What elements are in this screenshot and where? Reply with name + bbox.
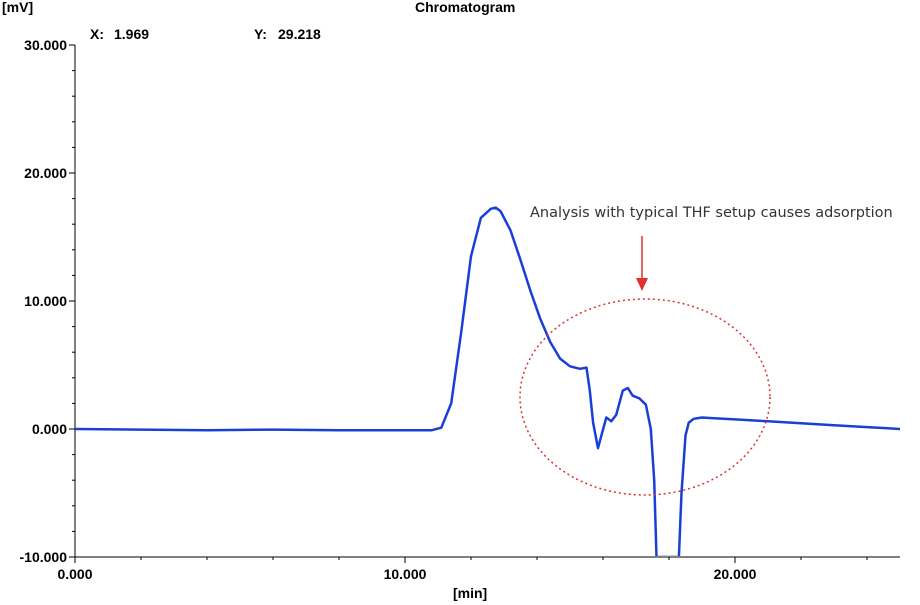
- y-tick-label: 20.000: [24, 165, 67, 181]
- chart-axes: [74, 45, 900, 558]
- cursor-x-label: X:: [90, 26, 104, 42]
- chart-title: Chromatogram: [415, 0, 516, 15]
- cursor-y-label: Y:: [254, 26, 267, 42]
- annotation-group: Analysis with typical THF setup causes a…: [519, 205, 893, 496]
- cursor-x-value: 1.969: [114, 26, 150, 42]
- y-tick-label: 30.000: [24, 37, 67, 53]
- annotation-text: Analysis with typical THF setup causes a…: [530, 205, 893, 221]
- adsorption-region-ellipse: [519, 298, 771, 496]
- series-line-0: [75, 206, 901, 556]
- x-axis-label: [min]: [453, 585, 488, 601]
- x-tick-label: 20.000: [714, 566, 757, 582]
- y-tick-label: -10.000: [20, 549, 68, 565]
- y-tick-label: 0.000: [32, 421, 67, 437]
- y-axis-unit: [mV]: [2, 0, 34, 15]
- annotation-arrow-head: [636, 278, 648, 291]
- chart-plot-area: [75, 206, 901, 556]
- x-tick-label: 0.000: [57, 566, 92, 582]
- x-tick-label: 10.000: [384, 566, 427, 582]
- y-tick-label: 10.000: [24, 293, 67, 309]
- cursor-y-value: 29.218: [278, 26, 321, 42]
